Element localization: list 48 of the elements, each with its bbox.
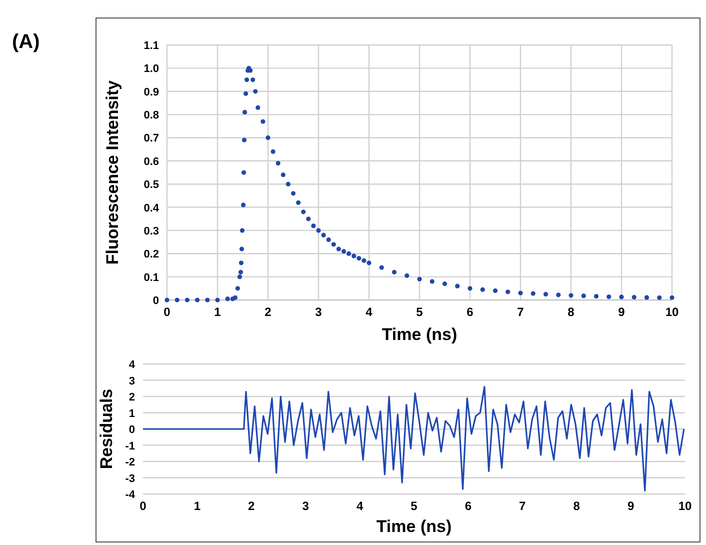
y-tick-label: 0	[152, 295, 159, 307]
y-tick-label: 0.3	[144, 225, 159, 238]
x-tick-label: 0	[164, 305, 171, 319]
x-tick-label: 10	[665, 305, 679, 319]
y-tick-label: -2	[125, 456, 135, 468]
line-series	[142, 386, 685, 492]
x-tick-label: 7	[517, 305, 524, 319]
x-tick-label: 8	[568, 305, 575, 319]
y-tick-label: 4	[128, 359, 136, 371]
y-tick-label: 0.6	[144, 156, 159, 168]
y-tick-label: 0.8	[144, 110, 159, 122]
x-tick-label: 1	[214, 305, 222, 319]
y-tick-label: 1	[128, 408, 135, 420]
x-tick-label: 4	[366, 305, 373, 319]
x-axis-title: Time (ns)	[376, 517, 452, 536]
x-tick-label: 1	[194, 499, 201, 513]
x-tick-label: 6	[466, 305, 474, 319]
y-tick-label: -4	[125, 489, 136, 501]
x-tick-label: 8	[573, 499, 580, 513]
x-tick-label: 3	[302, 499, 310, 513]
x-axis-title: Time (ns)	[382, 325, 458, 344]
y-tick-label: 1.0	[144, 63, 159, 76]
x-tick-label: 2	[248, 499, 256, 513]
y-tick-label: 3	[128, 375, 135, 388]
y-tick-label: 0	[128, 424, 135, 436]
y-tick-label: 0.2	[144, 248, 159, 261]
x-tick-label: 7	[519, 499, 526, 513]
y-tick-label: -1	[125, 440, 135, 452]
y-axis-title: Residuals	[97, 388, 116, 470]
y-tick-label: 2	[128, 392, 135, 404]
x-tick-label: 9	[618, 305, 626, 319]
x-tick-label: 5	[416, 305, 424, 319]
x-tick-label: 3	[315, 305, 322, 319]
x-tick-label: 5	[410, 499, 418, 513]
text: (A)	[12, 31, 40, 53]
x-tick-label: 9	[627, 499, 634, 513]
y-tick-label: 0.1	[144, 272, 159, 284]
y-tick-label: -3	[125, 472, 135, 485]
x-tick-label: 2	[264, 305, 272, 319]
y-tick-label: 0.4	[144, 202, 160, 214]
x-tick-label: 10	[678, 499, 692, 513]
y-axis-title: Fluorescence Intensity	[103, 80, 122, 265]
y-tick-label: 1.1	[144, 40, 159, 52]
y-tick-label: 0.9	[144, 86, 159, 98]
y-tick-label: 0.5	[144, 179, 159, 192]
y-tick-label: 0.7	[144, 132, 159, 145]
x-tick-label: 6	[464, 499, 472, 513]
x-tick-label: 4	[356, 499, 364, 513]
